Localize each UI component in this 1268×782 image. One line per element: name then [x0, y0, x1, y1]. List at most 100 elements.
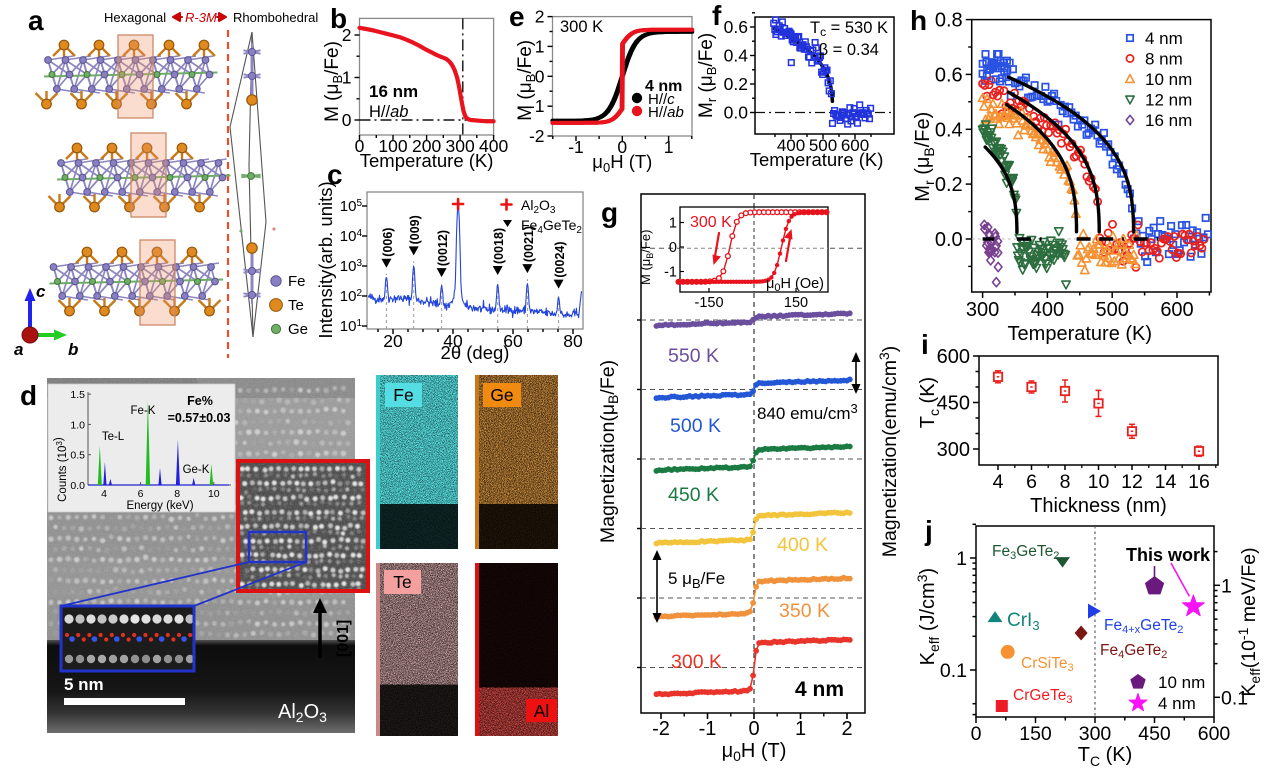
svg-text:450 K: 450 K	[668, 484, 719, 506]
svg-text:16 nm: 16 nm	[1145, 111, 1192, 130]
svg-text:300 K: 300 K	[690, 214, 732, 231]
svg-text:4: 4	[993, 471, 1004, 493]
svg-text:1: 1	[795, 718, 806, 740]
svg-text:Fe3​GeTe2​: Fe3​GeTe2​	[992, 543, 1059, 562]
svg-text:Al: Al	[534, 701, 550, 721]
svg-text:e: e	[509, 1, 525, 32]
svg-text:f: f	[712, 0, 722, 31]
svg-text:-2: -2	[652, 718, 670, 740]
svg-text:(006): (006)	[381, 228, 395, 257]
svg-text:a: a	[14, 340, 23, 359]
svg-text:d: d	[20, 380, 37, 411]
svg-text:2: 2	[342, 25, 352, 45]
svg-text:0.4: 0.4	[935, 119, 963, 141]
svg-text:Fe: Fe	[393, 385, 413, 405]
svg-text:1.5: 1.5	[70, 389, 85, 401]
svg-text:6: 6	[138, 488, 144, 500]
svg-text:0: 0	[669, 240, 677, 256]
svg-text:5 nm: 5 nm	[64, 675, 104, 694]
svg-text:-2: -2	[529, 126, 545, 146]
svg-text:β = 0.34: β = 0.34	[819, 41, 879, 59]
svg-text:j: j	[924, 515, 933, 546]
svg-text:450: 450	[937, 393, 970, 415]
svg-text:This work: This work	[1126, 545, 1211, 565]
svg-text:350 K: 350 K	[779, 600, 830, 622]
svg-text:Al2​O3​: Al2​O3​	[521, 197, 556, 216]
svg-text:0.8: 0.8	[935, 10, 963, 32]
svg-text:8 nm: 8 nm	[1145, 50, 1183, 69]
svg-text:0.0: 0.0	[935, 229, 963, 251]
svg-text:600: 600	[841, 136, 869, 155]
svg-text:2θ (deg): 2θ (deg)	[441, 342, 510, 363]
svg-text:4 nm: 4 nm	[645, 78, 682, 95]
svg-text:(009): (009)	[408, 215, 422, 244]
svg-text:840 emu/cm3​: 840 emu/cm3​	[757, 401, 858, 423]
svg-text:Mr​ (μB​/Fe): Mr​ (μB​/Fe)	[696, 33, 719, 118]
svg-text:CrI3​: CrI3​	[1007, 610, 1040, 633]
svg-text:H//c: H//c	[648, 91, 675, 108]
svg-text:Temperature (K): Temperature (K)	[360, 150, 494, 171]
svg-text:16: 16	[1188, 471, 1210, 493]
svg-text:μ0​H (T): μ0​H (T)	[722, 740, 787, 764]
svg-text:500: 500	[809, 136, 837, 155]
svg-text:-150: -150	[694, 295, 723, 311]
svg-text:Fe-K: Fe-K	[131, 405, 156, 417]
svg-text:16 nm: 16 nm	[369, 82, 418, 101]
svg-text:Mr​ (μB​/Fe): Mr​ (μB​/Fe)	[912, 112, 937, 202]
svg-text:4 nm: 4 nm	[1158, 694, 1196, 713]
svg-text:Fe4+x​GeTe2​: Fe4+x​GeTe2​	[1104, 617, 1183, 636]
svg-text:0.2: 0.2	[935, 174, 963, 196]
svg-text:1: 1	[1221, 575, 1232, 597]
svg-text:300 K: 300 K	[560, 18, 603, 36]
svg-text:Tc​ = 530 K: Tc​ = 530 K	[810, 19, 888, 39]
svg-text:4: 4	[101, 488, 107, 500]
svg-text:Magnetization(emu/cm3​): Magnetization(emu/cm3​)	[876, 346, 901, 558]
svg-text:0: 0	[971, 723, 982, 745]
svg-text:Magnetization(μB​/Fe): Magnetization(μB​/Fe)	[597, 360, 621, 543]
svg-text:0: 0	[355, 136, 365, 156]
svg-text:400: 400	[777, 136, 805, 155]
svg-text:100: 100	[378, 136, 407, 156]
svg-text:500 K: 500 K	[670, 415, 721, 437]
svg-text:(0024): (0024)	[553, 241, 567, 277]
svg-text:CrGeTe3​: CrGeTe3​	[1013, 687, 1073, 706]
svg-text:300: 300	[966, 299, 999, 321]
svg-text:0.1: 0.1	[940, 660, 967, 682]
svg-text:1: 1	[535, 36, 545, 56]
svg-text:8: 8	[174, 488, 180, 500]
svg-text:M (μB​/Fe): M (μB​/Fe)	[638, 230, 655, 285]
svg-text:(0021): (0021)	[522, 226, 536, 262]
svg-text:b: b	[68, 340, 78, 359]
svg-text:[001]: [001]	[335, 620, 352, 657]
svg-text:0: 0	[535, 66, 545, 86]
svg-text:a: a	[28, 5, 44, 36]
svg-text:TC​ (K): TC​ (K)	[1078, 744, 1133, 769]
svg-text:600: 600	[937, 346, 970, 368]
svg-text:1: 1	[664, 137, 674, 157]
svg-text:CrSiTe3​: CrSiTe3​	[1021, 655, 1074, 674]
svg-text:5 μB​/Fe: 5 μB​/Fe	[668, 569, 725, 591]
svg-text:c: c	[327, 159, 343, 190]
svg-text:-1: -1	[664, 265, 677, 281]
svg-text:150: 150	[1019, 723, 1052, 745]
svg-text:H//ab: H//ab	[648, 104, 684, 121]
svg-text:300: 300	[445, 136, 474, 156]
svg-text:-1: -1	[568, 137, 584, 157]
svg-text:0.5: 0.5	[70, 450, 85, 462]
svg-text:0.1: 0.1	[1221, 687, 1248, 709]
svg-text:1.0: 1.0	[70, 419, 85, 431]
svg-text:10 nm: 10 nm	[1158, 673, 1205, 692]
svg-text:Temperature (K): Temperature (K)	[1008, 323, 1153, 345]
svg-text:500: 500	[1096, 299, 1129, 321]
svg-text:Thickness (nm): Thickness (nm)	[1030, 495, 1167, 517]
svg-text:400 K: 400 K	[777, 534, 828, 556]
svg-text:8: 8	[1060, 471, 1071, 493]
svg-text:Hexagonal: Hexagonal	[104, 10, 166, 25]
svg-text:10: 10	[208, 488, 220, 500]
svg-text:Fe%: Fe%	[187, 394, 213, 408]
svg-text:12: 12	[1121, 471, 1143, 493]
svg-text:300 K: 300 K	[671, 651, 722, 673]
svg-text:Te: Te	[288, 297, 304, 314]
svg-text:14: 14	[1155, 471, 1177, 493]
svg-text:μ0​H (T): μ0​H (T)	[592, 151, 652, 175]
